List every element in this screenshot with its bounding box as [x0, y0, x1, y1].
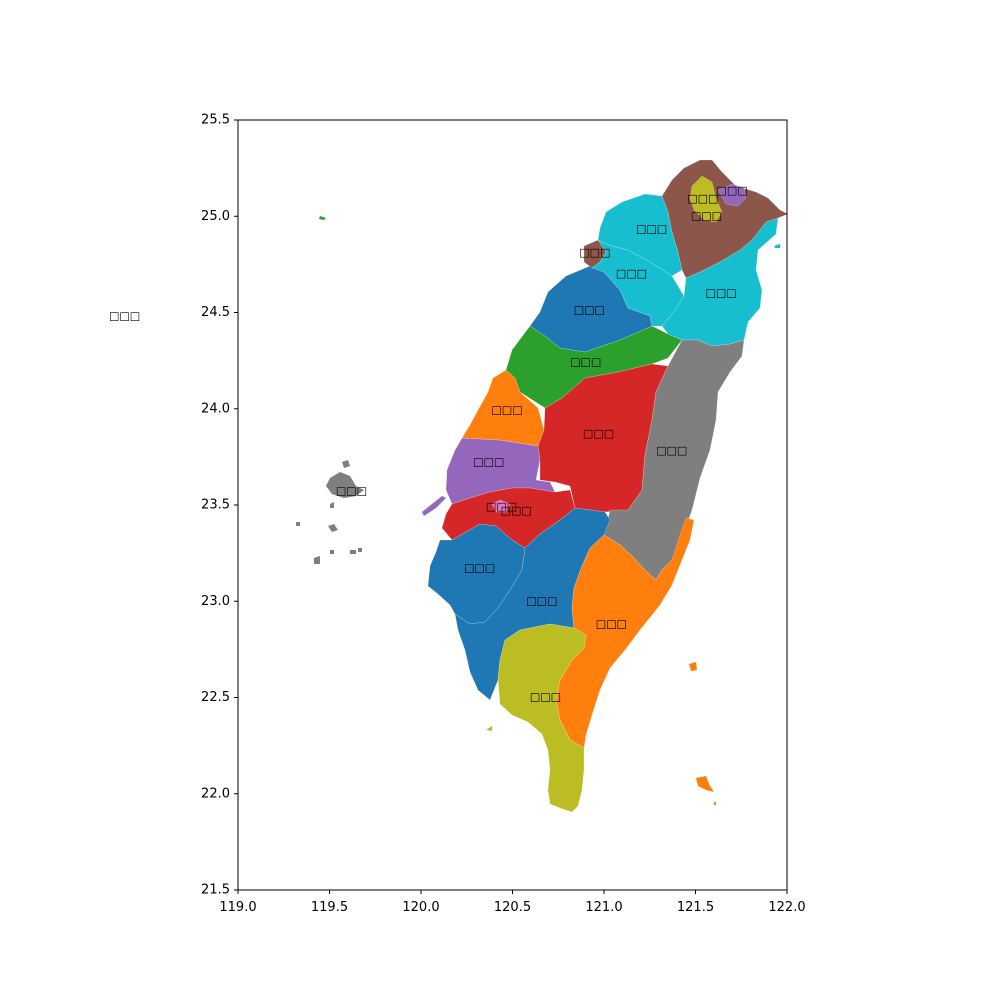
y-tick-label: 22.5 [201, 690, 230, 705]
island-shape-olive [486, 726, 492, 731]
region-label: □□□ [464, 562, 495, 575]
y-tick-label: 23.0 [201, 594, 230, 609]
region-label: □□□ [526, 594, 557, 607]
island-shape-orange [714, 802, 716, 805]
region-shape-olive-south [497, 623, 587, 813]
x-tick-label: 122.0 [768, 900, 805, 915]
region-label: □□□ [687, 192, 718, 205]
region-label: □□□ [579, 246, 610, 259]
island-shape [296, 522, 300, 526]
island-shape-purple [422, 496, 446, 516]
region-label: □□□ [636, 223, 667, 236]
region-label: □□□ [486, 500, 517, 513]
region-label: □□□ [473, 456, 504, 469]
x-tick-label: 120.5 [494, 900, 531, 915]
region-label: □□□ [706, 286, 737, 299]
outside-label: □□□ [109, 309, 140, 322]
region-label: □□□ [491, 404, 522, 417]
region-label: □□□ [691, 209, 722, 222]
island-shape [342, 460, 350, 468]
x-tick-label: 121.0 [585, 900, 622, 915]
region-label: □□□ [583, 427, 614, 440]
island-shape [326, 472, 364, 498]
x-tick-label: 119.0 [219, 900, 256, 915]
island-shape [314, 556, 320, 564]
island-shape-green [319, 216, 326, 220]
y-tick-label: 23.5 [201, 498, 230, 513]
island-shape-orange [696, 776, 714, 792]
x-tick-label: 120.0 [402, 900, 439, 915]
y-tick-label: 21.5 [201, 883, 230, 898]
region-polygons [296, 159, 789, 813]
x-axis-ticks: 119.0 119.5 120.0 120.5 121.0 121.5 122.0 [219, 890, 806, 915]
island-shape [350, 550, 356, 554]
region-label: □□□ [530, 691, 561, 704]
y-tick-label: 22.0 [201, 786, 230, 801]
island-shape [358, 548, 362, 552]
island-shape [330, 502, 334, 508]
region-shape-pink [491, 499, 511, 513]
y-axis-ticks: 21.5 22.0 22.5 23.0 23.5 24.0 24.5 25.0 25.5 [201, 113, 238, 898]
region-labels: □□□□□□□□□□□□□□□□□□□□□□□□□□□□□□□□□□□□□□□□… [336, 184, 748, 703]
y-tick-label: 24.0 [201, 401, 230, 416]
region-shape-olive-north [689, 175, 723, 223]
y-tick-label: 25.5 [201, 113, 230, 128]
x-tick-label: 121.5 [677, 900, 714, 915]
island-shape-cyan [774, 244, 780, 248]
island-shape [328, 524, 338, 532]
y-tick-label: 25.0 [201, 209, 230, 224]
y-tick-label: 24.5 [201, 305, 230, 320]
region-label: □□□ [574, 304, 605, 317]
region-label: □□□ [596, 617, 627, 630]
region-label: □□□ [570, 356, 601, 369]
region-label: □□□ [717, 184, 748, 197]
x-tick-label: 119.5 [311, 900, 348, 915]
region-label: □□□ [616, 267, 647, 280]
region-label: □□□ [336, 485, 367, 498]
region-label: □□□ [501, 504, 532, 517]
region-label: □□□ [656, 444, 687, 457]
region-shape-purple-north [717, 183, 747, 207]
island-group-gray [296, 460, 364, 564]
island-shape [330, 550, 334, 554]
island-shape-orange [689, 662, 697, 671]
